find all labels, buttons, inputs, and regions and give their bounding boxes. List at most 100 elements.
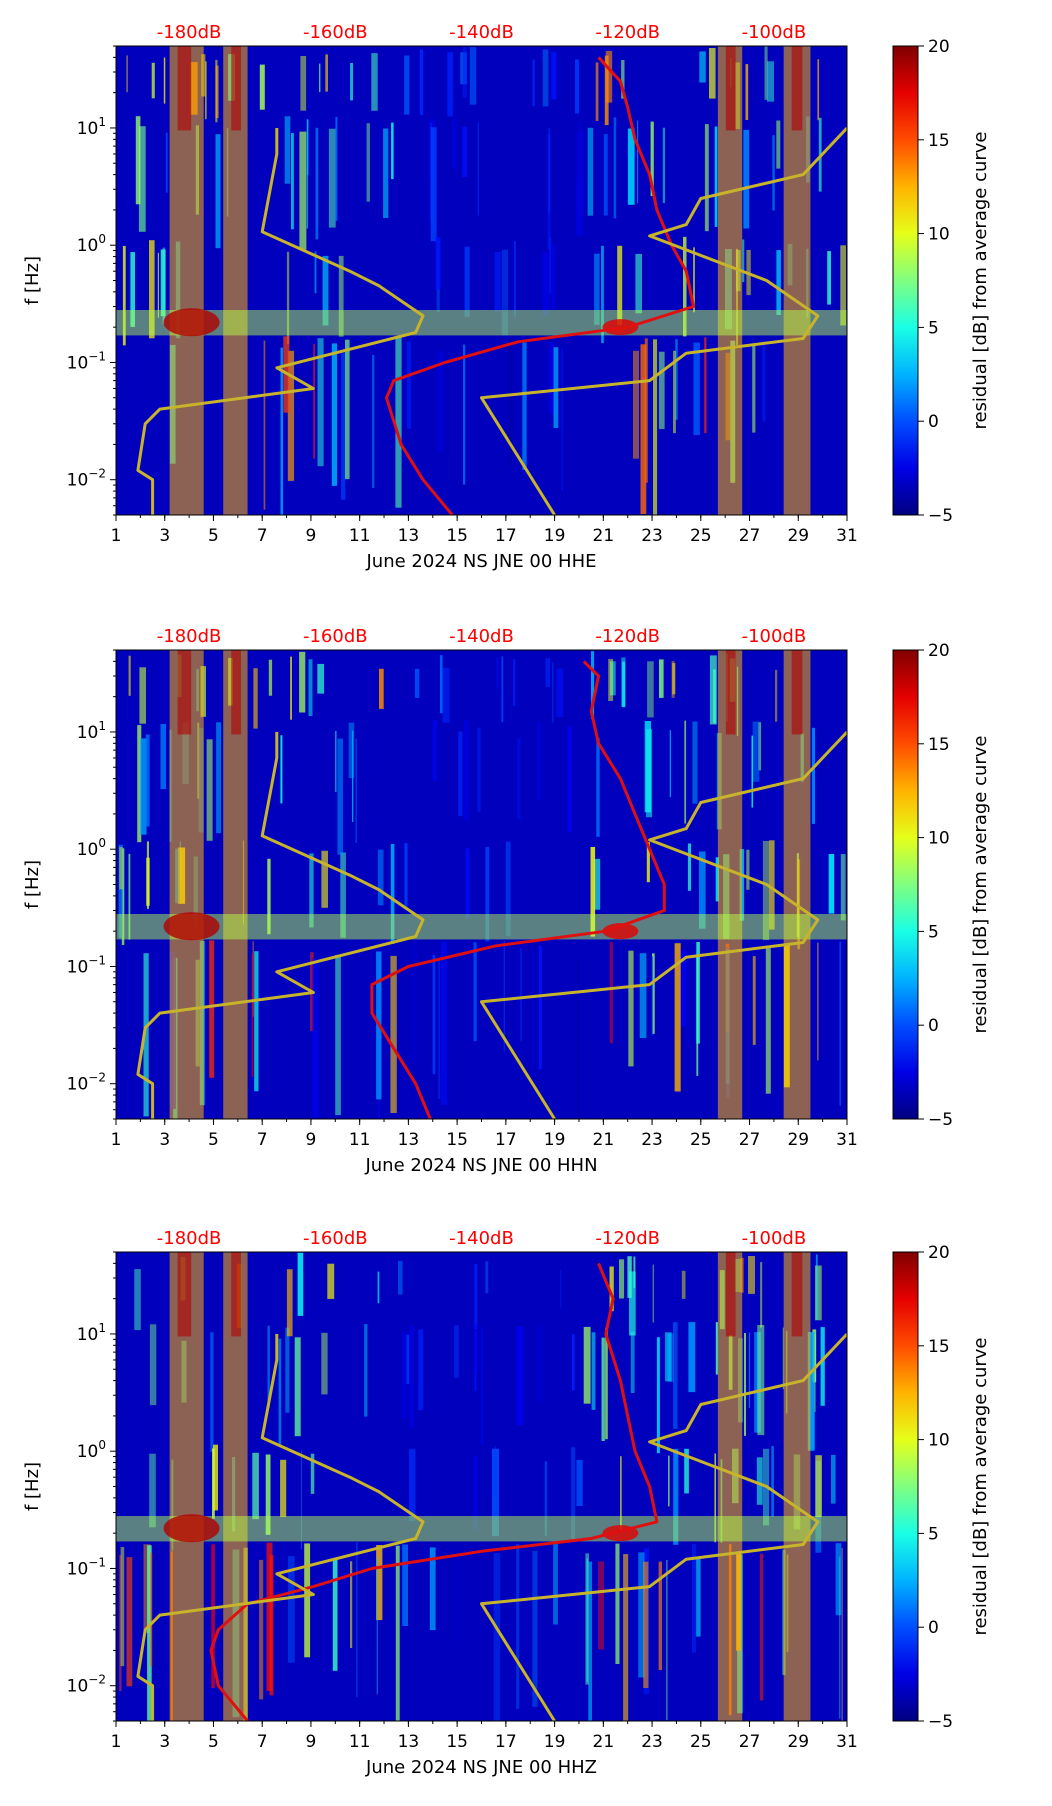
heatmap-cell [405, 1334, 409, 1384]
heatmap-cell [163, 912, 220, 941]
heatmap-cell [643, 1561, 649, 1688]
heatmap-cell [583, 1326, 591, 1404]
heatmap-cell [553, 1542, 558, 1625]
heatmap-cell [709, 655, 717, 725]
heatmap-cell [656, 1337, 660, 1454]
x-tick-label: 7 [257, 526, 268, 546]
heatmap-cell [460, 52, 467, 85]
heatmap-cell [613, 117, 617, 219]
heatmap-cell [684, 1448, 689, 1494]
top-axis-label: -140dB [449, 626, 514, 647]
heatmap-cell [477, 727, 481, 812]
heatmap-cell [627, 128, 635, 205]
heatmap-cell [693, 247, 695, 313]
heatmap-cell [440, 655, 443, 714]
heatmap-cell [160, 724, 166, 790]
heatmap-cell [413, 943, 417, 1063]
heatmap-cell [588, 1561, 592, 1721]
heatmap-cell [350, 1561, 353, 1648]
heatmap-cell [398, 1261, 403, 1295]
heatmap-cell [300, 1450, 302, 1550]
x-tick-label: 29 [787, 1130, 809, 1150]
heatmap-cell [742, 239, 745, 283]
heatmap-cell [545, 658, 550, 688]
heatmap-cell [516, 1543, 520, 1709]
heatmap-cell [163, 57, 166, 104]
heatmap-cell [285, 1327, 290, 1413]
x-tick-label: 15 [446, 1130, 468, 1150]
heatmap-cell [605, 51, 613, 103]
y-tick-label: 10−1 [67, 349, 106, 373]
heatmap-cell [704, 337, 707, 434]
y-tick-exponent: −1 [88, 349, 106, 363]
y-tick-exponent: −2 [88, 1071, 106, 1085]
heatmap-cell [542, 49, 549, 107]
heatmap [116, 46, 847, 515]
heatmap-cell [715, 857, 719, 902]
heatmap-cell [776, 120, 781, 169]
heatmap-cell [551, 244, 556, 310]
x-tick-label: 31 [836, 1732, 858, 1752]
x-tick-label: 13 [398, 526, 420, 546]
heatmap-cell [287, 350, 295, 481]
heatmap-cell [377, 1271, 380, 1304]
heatmap-cell [752, 345, 756, 433]
heatmap-cell [447, 52, 454, 117]
heatmap-cell [517, 738, 521, 820]
heatmap-cell [126, 1557, 133, 1687]
heatmap-cell [508, 338, 513, 466]
heatmap-cell [231, 46, 241, 131]
heatmap-cell [831, 1454, 836, 1504]
heatmap-cell [503, 941, 505, 1052]
heatmap-cell [402, 1544, 408, 1626]
x-tick-label: 19 [544, 1130, 566, 1150]
heatmap-cell [474, 1323, 478, 1373]
y-tick-exponent: 0 [98, 232, 106, 246]
heatmap-cell [454, 1549, 461, 1642]
heatmap-cell [119, 847, 123, 890]
heatmap-cell [603, 134, 608, 216]
y-tick-label: 100 [77, 232, 106, 256]
heatmap-cell [480, 1327, 484, 1446]
heatmap-cell [651, 956, 654, 1036]
heatmap-cell [371, 53, 378, 111]
colorbar: 20 15 10 5 0 −5 residual [dB] from average cur… [892, 37, 991, 526]
heatmap-cell [666, 1560, 668, 1721]
heatmap-cell [299, 651, 306, 713]
x-tick-label: 9 [306, 1130, 317, 1150]
heatmap-cell [143, 1544, 151, 1633]
heatmap-cell [714, 126, 718, 227]
x-tick-label: 1 [111, 1732, 122, 1752]
heatmap-cell [268, 659, 273, 696]
heatmap-cell [492, 1448, 499, 1537]
top-axis-label: -180dB [157, 1228, 222, 1249]
heatmap-cell [561, 348, 563, 491]
heatmap-cell [469, 47, 477, 105]
heatmap-cell [430, 127, 437, 242]
heatmap-cell [744, 1333, 746, 1436]
heatmap-cell [435, 237, 441, 290]
heatmap-cell [536, 1325, 544, 1402]
y-tick-exponent: 1 [98, 1321, 106, 1335]
top-axis-label: -100dB [742, 626, 807, 647]
heatmap-cell [300, 56, 307, 111]
heatmap-cell [438, 959, 441, 1100]
x-tick-label: 11 [349, 1732, 371, 1752]
heatmap-cell [577, 958, 580, 1119]
x-tick-label: 29 [787, 526, 809, 546]
heatmap-cell [725, 650, 736, 735]
model-curve [136, 1334, 425, 1721]
heatmap-cell [149, 240, 155, 339]
x-tick-label: 15 [446, 526, 468, 546]
x-tick-label: 13 [398, 1732, 420, 1752]
top-axis-label: -120dB [595, 22, 660, 43]
heatmap-cell [683, 236, 687, 337]
y-tick-label: 101 [77, 115, 106, 139]
heatmap-cell [839, 941, 841, 1106]
x-tick-label: 11 [349, 526, 371, 546]
heatmap-cell [623, 1554, 629, 1721]
heatmap-cell [315, 127, 319, 240]
heatmap-cell [714, 1453, 716, 1543]
heatmap-cell [146, 841, 149, 909]
heatmap-cell [267, 858, 271, 935]
